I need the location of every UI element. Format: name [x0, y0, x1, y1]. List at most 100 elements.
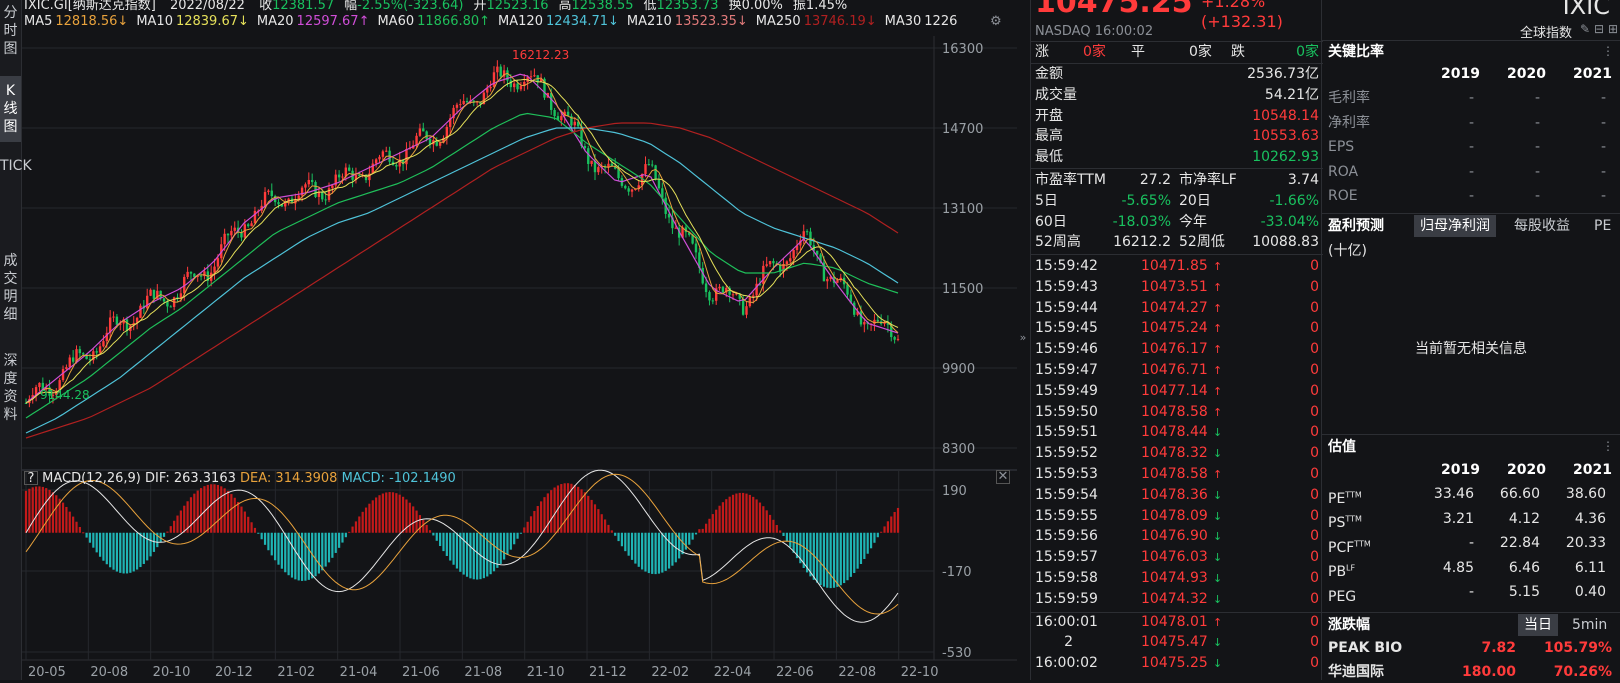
tab-intraday[interactable]: 分时图	[3, 5, 18, 57]
forecast-title: 盈利预测	[1328, 218, 1384, 234]
tab-net-profit[interactable]: 归母净利润	[1414, 215, 1496, 237]
candle-body	[317, 192, 321, 197]
candle-body	[381, 151, 385, 157]
tick-price: 10478.09	[1141, 507, 1208, 524]
macd-tick-label: 190	[942, 484, 967, 499]
macd-bar	[112, 532, 115, 570]
candle-body	[519, 86, 523, 90]
macd-bar	[890, 516, 893, 533]
ratio-key: ROE	[1328, 188, 1358, 205]
tab-today[interactable]: 当日	[1518, 614, 1558, 636]
info-key: 开盘	[1035, 107, 1063, 124]
candle-body	[603, 166, 607, 168]
candle-body	[462, 100, 465, 105]
header-stat: 高12538.55	[558, 0, 633, 12]
ratios-collapse-icon[interactable]: ⋮	[1602, 44, 1614, 58]
tab-trade-detail[interactable]: 成交明细	[3, 253, 18, 323]
macd-bar	[465, 532, 469, 577]
chart-area[interactable]: IXIC.GI[纳斯达克指数] 2022/08/22 收12381.57 幅-2.…	[22, 0, 1017, 680]
candle-body	[368, 173, 371, 181]
candle-body	[290, 198, 294, 204]
arrow-down-icon: ↓	[1213, 530, 1223, 544]
macd-bar	[300, 532, 304, 581]
candle-body	[216, 258, 220, 267]
candle-body	[418, 128, 422, 136]
tick-row: 15:59:54 10478.36 ↓ 0	[1035, 485, 1319, 506]
ma-line-ma20	[25, 73, 899, 404]
macd-bar	[843, 532, 846, 584]
macd-bar	[371, 500, 374, 533]
candle-body	[728, 287, 731, 295]
candle-body	[667, 213, 671, 218]
valuation-value: 22.84	[1499, 535, 1540, 552]
candle-body	[593, 160, 597, 173]
macd-bar	[304, 532, 307, 581]
plus-icon[interactable]: ⊞	[1607, 22, 1618, 36]
minus-icon[interactable]: ⊟	[1593, 22, 1604, 36]
candle-body	[280, 204, 284, 207]
tick-price: 10475.47	[1141, 634, 1208, 651]
ratio-value: -	[1534, 163, 1540, 180]
candle-body	[55, 391, 58, 395]
candle-body	[415, 135, 418, 146]
macd-bar	[378, 495, 381, 533]
tab-pe[interactable]: PE	[1594, 218, 1612, 234]
x-tick-label: 20-12	[215, 665, 253, 680]
arrow-down-icon: ↓	[1213, 488, 1223, 502]
macd-bar	[748, 494, 751, 533]
quote-time: 16:00:02	[1094, 24, 1154, 39]
candle-body	[321, 192, 324, 200]
candle-body	[755, 283, 758, 296]
info-row: 最高 10553.63	[1035, 126, 1319, 147]
tab-5min[interactable]: 5min	[1572, 617, 1608, 633]
arrow-up-icon: ↑	[1213, 301, 1223, 315]
candle-body	[179, 293, 183, 299]
main-grid	[22, 36, 1017, 661]
tab-kline[interactable]: K线图	[0, 76, 21, 142]
mover-row[interactable]: PEAK BIO 7.82 105.79%	[1328, 638, 1612, 659]
header-stat: 幅-2.55%(-323.64)	[344, 0, 463, 12]
expand-panel-icon[interactable]: »	[1019, 331, 1027, 344]
candle-body	[75, 349, 78, 362]
help-icon[interactable]: ?	[24, 471, 38, 486]
valuation-collapse-icon[interactable]: ⋮	[1602, 439, 1614, 453]
macd-bar	[307, 532, 310, 580]
arrow-down-icon: ↓	[1213, 572, 1223, 585]
macd-bar	[816, 532, 819, 583]
valuation-years: 2019 2020 2021	[1322, 460, 1620, 481]
ma-value: 12839.67↓	[175, 14, 249, 29]
macd-bar	[247, 516, 250, 533]
edit-icon[interactable]: ✎	[1579, 22, 1590, 36]
tab-eps[interactable]: 每股收益	[1514, 218, 1570, 234]
arrow-down-icon: ↓	[1213, 636, 1223, 650]
candle-body	[348, 167, 351, 171]
settings-gear-icon[interactable]: ⚙	[990, 14, 1002, 29]
tab-depth[interactable]: 深度资料	[3, 353, 18, 423]
down-label: 跌	[1231, 44, 1245, 60]
macd-bar	[536, 506, 539, 533]
candle-body	[745, 306, 748, 315]
stat-key: 52周低	[1179, 234, 1225, 251]
macd-label[interactable]: MACD(12,26,9)	[42, 471, 141, 486]
macd-bar	[694, 532, 698, 535]
ratio-value: -	[1468, 90, 1474, 106]
tick-volume: 0	[1310, 655, 1319, 672]
global-index-button[interactable]: 全球指数	[1519, 26, 1572, 41]
x-tick-label: 20-10	[153, 665, 191, 680]
tab-tick[interactable]: TICK	[0, 158, 32, 174]
candle-body	[374, 159, 378, 164]
close-icon[interactable]: ✕	[996, 469, 1010, 484]
candle-body	[496, 66, 499, 73]
candle-body	[580, 126, 583, 146]
macd-bar	[476, 532, 479, 580]
candle-body	[226, 233, 230, 236]
macd-bar	[492, 532, 496, 572]
mover-row[interactable]: 华迪国际 180.00 70.26%	[1328, 662, 1612, 683]
macd-bar	[479, 532, 482, 580]
macd-bar	[805, 532, 809, 573]
macd-bar	[206, 484, 209, 533]
last-price: 10475.25	[1035, 0, 1193, 20]
candle-body	[65, 367, 68, 370]
tick-volume: 0	[1310, 320, 1319, 337]
candle-body	[512, 83, 516, 88]
